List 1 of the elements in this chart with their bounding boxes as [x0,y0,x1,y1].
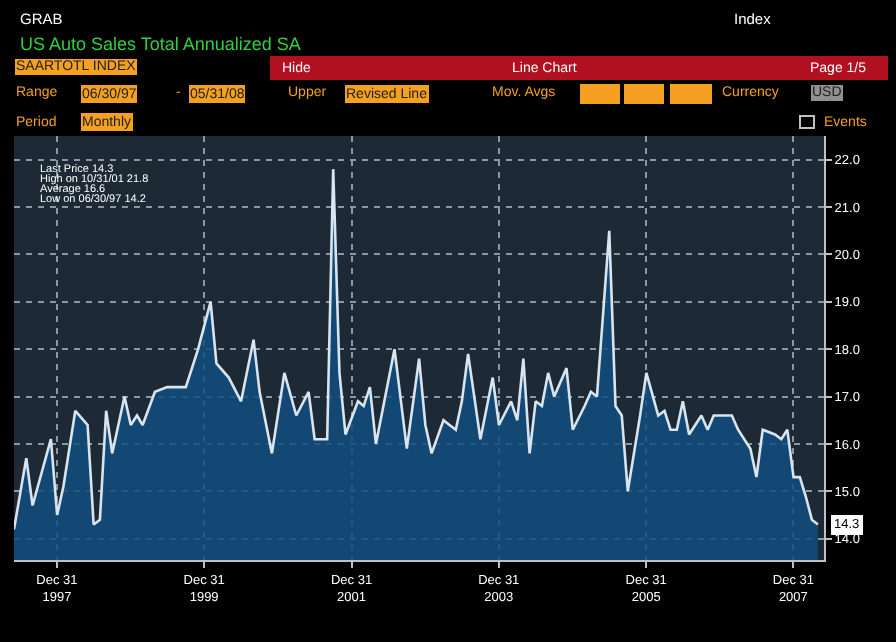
chart-title: US Auto Sales Total Annualized SA [20,34,301,55]
